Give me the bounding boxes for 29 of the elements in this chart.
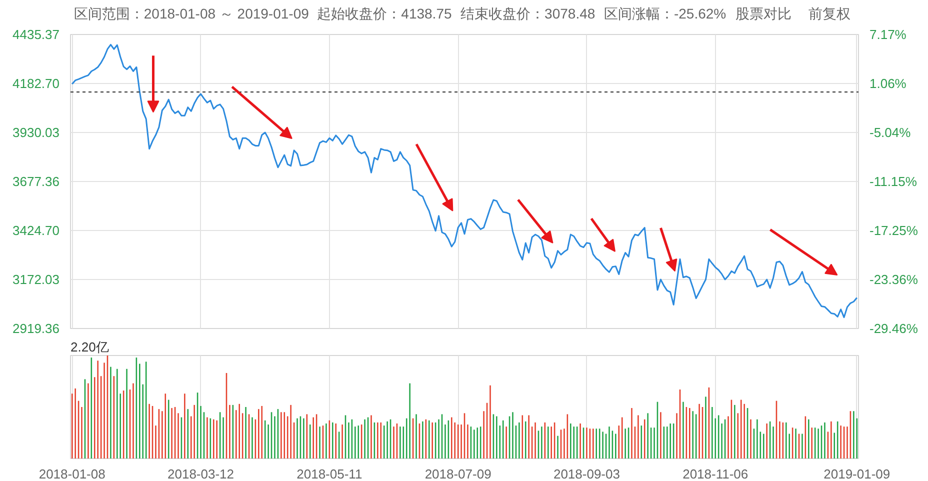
y-tick-label: 4182.70 bbox=[12, 76, 60, 91]
x-tick-label: 2018-03-12 bbox=[168, 466, 234, 481]
y2-tick-label: -17.25% bbox=[870, 223, 918, 238]
y2-tick-label: -29.46% bbox=[870, 321, 918, 336]
y-tick-label: 2919.36 bbox=[12, 321, 60, 336]
x-tick-label: 2018-09-03 bbox=[553, 466, 620, 481]
x-tick-label: 2018-05-11 bbox=[296, 466, 362, 481]
text: 起始收盘价：4138.75 bbox=[317, 6, 452, 22]
text: 结束收盘价：3078.48 bbox=[460, 6, 596, 22]
y2-tick-label: 1.06% bbox=[870, 76, 907, 92]
y-tick-label: 3424.70 bbox=[12, 223, 60, 238]
x-tick-label: 2018-01-08 bbox=[38, 466, 106, 481]
y2-tick-label: -5.04% bbox=[870, 125, 912, 140]
y-tick-label: 4435.37 bbox=[12, 27, 60, 42]
y-tick-label: 3172.03 bbox=[12, 272, 60, 287]
line-series bbox=[71, 44, 858, 318]
x-tick-label: 2019-01-09 bbox=[824, 466, 890, 481]
x-tick-label: 2018-07-09 bbox=[424, 466, 492, 481]
text: 前复权 bbox=[808, 6, 851, 22]
y-tick-label: 3677.36 bbox=[12, 174, 60, 189]
x-tick-label: 2018-11-06 bbox=[682, 466, 748, 481]
y2-tick-label: -11.15% bbox=[870, 174, 918, 190]
text: 股票对比 bbox=[735, 6, 792, 22]
text: 2.20亿 bbox=[70, 340, 109, 354]
text: 区间涨幅：-25.62% bbox=[604, 6, 726, 22]
y2-tick-label: -23.36% bbox=[870, 272, 918, 288]
text: 区间范围：2018-01-08 ～ 2019-01-09 bbox=[74, 6, 310, 22]
y2-tick-label: 7.17% bbox=[870, 27, 907, 42]
y-tick-label: 3930.03 bbox=[12, 125, 60, 140]
